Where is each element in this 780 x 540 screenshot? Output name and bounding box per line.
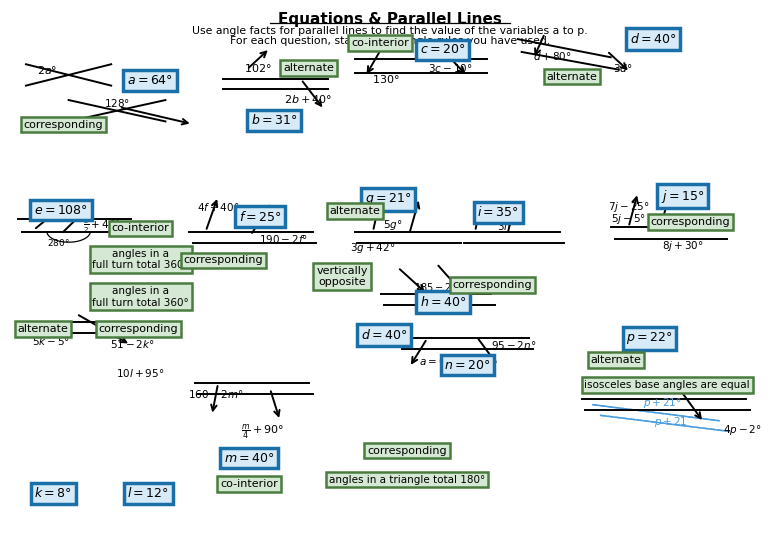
Text: $d+80°$: $d+80°$ [534, 50, 572, 62]
Text: $5g°$: $5g°$ [383, 218, 402, 232]
Text: $f = 25°$: $f = 25°$ [239, 210, 282, 224]
Text: alternate: alternate [547, 71, 597, 82]
Text: corresponding: corresponding [452, 280, 532, 290]
Text: $m = 40°$: $m = 40°$ [224, 451, 275, 464]
Text: $\frac{e}{2}+46°$: $\frac{e}{2}+46°$ [83, 218, 121, 235]
Text: $7j-25°$: $7j-25°$ [608, 200, 650, 214]
Text: corresponding: corresponding [183, 255, 264, 265]
Text: isosceles base angles are equal: isosceles base angles are equal [584, 380, 750, 390]
Text: $n = 20°$: $n = 20°$ [445, 359, 491, 372]
Text: $b = 31°$: $b = 31°$ [250, 113, 297, 127]
Text: corresponding: corresponding [367, 446, 447, 456]
Text: $160-2m°$: $160-2m°$ [188, 388, 243, 400]
Text: $d = 40°$: $d = 40°$ [630, 32, 676, 46]
Text: $130°$: $130°$ [372, 73, 400, 85]
Text: co-interior: co-interior [351, 38, 409, 48]
Text: $3d°$: $3d°$ [612, 62, 632, 74]
Text: alternate: alternate [18, 324, 69, 334]
Text: Use angle facts for parallel lines to find the value of the variables a to p.: Use angle facts for parallel lines to fi… [192, 26, 588, 36]
Text: $g = 21°$: $g = 21°$ [364, 192, 411, 207]
Text: corresponding: corresponding [23, 120, 103, 130]
Text: $c = 20°$: $c = 20°$ [420, 43, 466, 56]
Text: For each question, state all the angle rules you have used.: For each question, state all the angle r… [230, 36, 550, 46]
Text: $p+21°$: $p+21°$ [644, 395, 682, 409]
Text: corresponding: corresponding [98, 324, 178, 334]
Text: vertically
opposite: vertically opposite [316, 266, 367, 287]
Text: alternate: alternate [590, 355, 642, 365]
Text: $95-2n°$: $95-2n°$ [491, 339, 537, 351]
Text: corresponding: corresponding [651, 217, 730, 227]
Text: $4p-2°$: $4p-2°$ [723, 423, 762, 437]
Text: $102°$: $102°$ [244, 62, 272, 74]
Text: alternate: alternate [330, 206, 381, 216]
Text: $h = 40°$: $h = 40°$ [420, 295, 466, 309]
Text: $280°$: $280°$ [47, 237, 70, 248]
Text: $190-2f°$: $190-2f°$ [259, 233, 307, 245]
Text: Equations & Parallel Lines: Equations & Parallel Lines [278, 12, 502, 28]
Text: $3g+42°$: $3g+42°$ [350, 240, 395, 254]
Text: $10l+95°$: $10l+95°$ [116, 367, 165, 379]
Text: $185-2h°$: $185-2h°$ [413, 281, 463, 293]
Text: $i = 35°$: $i = 35°$ [477, 205, 519, 219]
Text: angles in a
full turn total 360°: angles in a full turn total 360° [92, 286, 189, 307]
Text: $5j-5°$: $5j-5°$ [611, 212, 646, 226]
Text: $a = 64°$: $a = 64°$ [127, 74, 173, 87]
Text: $2b+40°$: $2b+40°$ [285, 93, 333, 105]
Text: co-interior: co-interior [220, 479, 278, 489]
Text: angles in a
full turn total 360°: angles in a full turn total 360° [92, 248, 189, 270]
Text: $p = 22°$: $p = 22°$ [626, 330, 672, 346]
Text: $4f+40°$: $4f+40°$ [197, 201, 239, 213]
Text: $j = 15°$: $j = 15°$ [661, 188, 704, 205]
Text: $a=64°$: $a=64°$ [419, 355, 457, 367]
Text: $8j+30°$: $8j+30°$ [662, 239, 704, 253]
Text: $3c-10°$: $3c-10°$ [428, 62, 473, 74]
Text: alternate: alternate [283, 63, 334, 73]
Text: $128°$: $128°$ [105, 97, 130, 109]
Text: $e = 108°$: $e = 108°$ [34, 204, 88, 217]
Text: $5k-5°$: $5k-5°$ [32, 335, 70, 347]
Text: $\frac{m}{4}+90°$: $\frac{m}{4}+90°$ [240, 422, 284, 441]
Text: $2a°$: $2a°$ [37, 64, 58, 76]
Text: $d = 40°$: $d = 40°$ [360, 328, 407, 342]
Text: $l = 12°$: $l = 12°$ [127, 487, 169, 501]
Text: co-interior: co-interior [112, 224, 169, 233]
Text: $51-2k°$: $51-2k°$ [111, 338, 155, 350]
Text: $p+21$: $p+21$ [654, 415, 687, 429]
Text: $3i°$: $3i°$ [497, 220, 512, 232]
Text: angles in a triangle total 180°: angles in a triangle total 180° [329, 475, 485, 484]
Text: $k = 8°$: $k = 8°$ [34, 487, 72, 501]
